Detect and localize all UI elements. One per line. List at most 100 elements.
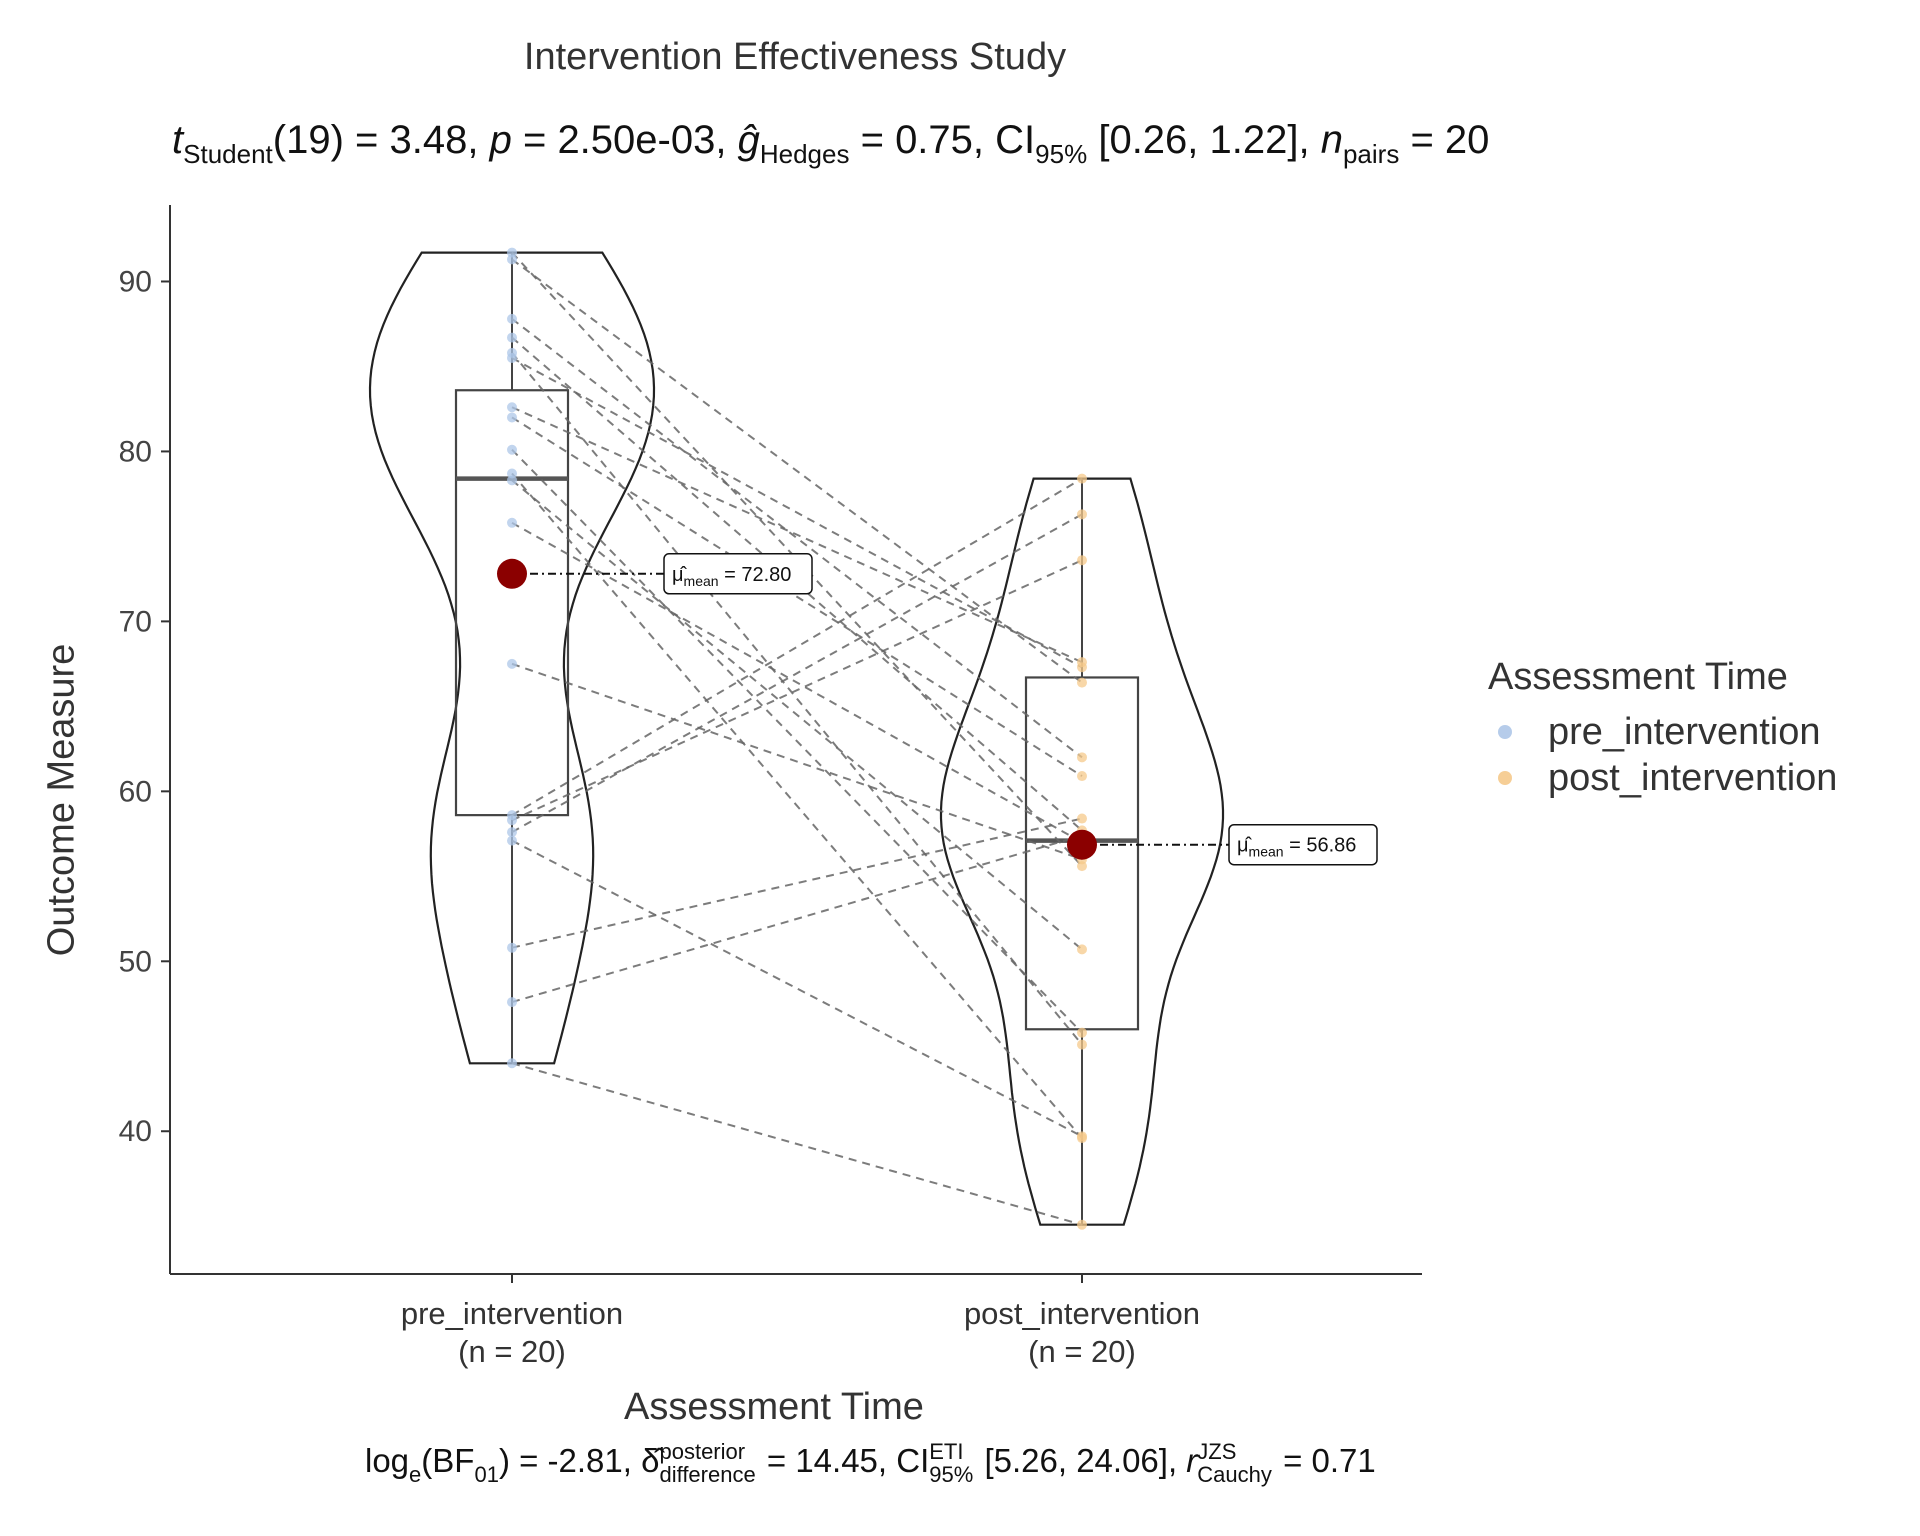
pair-line [511,817,1083,949]
y-tick-label-40: 40 [119,1115,152,1148]
subtitle-n-symbol: n [1320,118,1343,162]
y-tick-label-60: 60 [119,775,152,808]
data-point-pre_intervention [507,468,517,479]
subtitle-effect: 0.75 [895,118,973,162]
legend-label-pre: pre_intervention [1548,710,1821,753]
subtitle-ci: [0.26, 1.22] [1098,118,1299,162]
data-point-post_intervention [1077,813,1087,824]
data-point-pre_intervention [507,352,517,363]
legend-item-pre: pre_intervention [1488,709,1837,755]
caption-delta-value: = 14.45, [766,1441,888,1479]
legend-item-post: post_intervention [1488,755,1837,801]
pair-line [511,479,1083,951]
subtitle-ci-sub: 95% [1035,139,1088,169]
subtitle-df: (19) [272,118,344,162]
x-tick-label-post_intervention: post_intervention [964,1296,1200,1331]
caption-r-symbol: r [1186,1441,1198,1479]
legend-title: Assessment Time [1488,656,1788,698]
legend: Assessment Time pre_intervention post_in… [1488,656,1837,801]
caption-ci-label: CI [896,1441,930,1479]
caption-r-value: = 0.71 [1283,1441,1376,1479]
data-point-pre_intervention [507,402,517,413]
pair-line [511,357,1083,669]
subtitle-p-symbol: p [489,118,512,162]
subtitle-n: 20 [1444,118,1490,162]
caption-delta-sub: difference [659,1462,756,1488]
pair-line [511,662,1083,861]
y-tick-label-80: 80 [119,435,152,468]
data-point-pre_intervention [507,517,517,528]
mean-label-pre_intervention: μ̂mean = 72.80 [672,564,791,589]
data-point-post_intervention [1077,677,1087,688]
pair-line [511,472,1083,1139]
data-point-pre_intervention [507,835,517,846]
chart-subtitle: tStudent(19) = 3.48, p = 2.50e-03, ĝHedg… [172,118,1490,169]
mean-point-pre_intervention [497,558,527,589]
data-point-post_intervention [1077,944,1087,955]
data-point-pre_intervention [507,412,517,423]
pair-line [511,406,1083,664]
mean-label-box [663,553,813,595]
data-point-pre_intervention [507,444,517,455]
pair-line [511,258,1083,684]
data-point-post_intervention [1077,1133,1087,1144]
data-point-post_intervention [1077,1039,1087,1050]
pair-line [511,449,1083,1034]
caption-bf-label: log [365,1441,410,1479]
violin-post_intervention [939,477,1225,1226]
pair-line [511,513,1083,833]
caption-r-sup: JZS [1197,1439,1237,1464]
pair-line [511,559,1083,822]
chart-title: Intervention Effectiveness Study [523,36,1067,78]
caption-delta-symbol: δ̂ [641,1441,660,1479]
data-point-post_intervention [1077,509,1087,520]
pair-line [511,834,1083,1004]
subtitle-p: 2.50e-03 [557,118,716,162]
y-tick-label-90: 90 [119,265,152,298]
subtitle-stat: 3.48 [389,118,468,162]
data-point-post_intervention [1077,662,1087,673]
caption-r-sub: Cauchy [1197,1462,1272,1488]
subtitle-stat-symbol: t [172,118,184,162]
x-tick-count-pre_intervention: (n = 20) [458,1334,566,1369]
caption-ci-sub: 95% [929,1462,974,1488]
legend-label-post: post_intervention [1548,756,1838,799]
caption-ci-sup: ETI [929,1439,964,1464]
subtitle-effect-symbol: ĝ [737,118,760,162]
data-point-pre_intervention [507,1058,517,1069]
data-point-pre_intervention [507,815,517,826]
subtitle-n-sub: pairs [1342,139,1400,169]
mean-label-post_intervention: μ̂mean = 56.86 [1237,835,1356,860]
y-tick-label-70: 70 [119,605,152,638]
x-tick-label-pre_intervention: pre_intervention [401,1296,623,1331]
y-axis-label: Outcome Measure [40,643,83,957]
subtitle-stat-sub: Student [183,139,273,169]
data-point-pre_intervention [507,254,517,265]
data-point-pre_intervention [507,997,517,1008]
pair-line [511,477,1083,816]
legend-key-post [1498,771,1512,785]
data-point-pre_intervention [507,827,517,838]
pair-line [511,318,1083,759]
caption-bf-term-sub: 01 [474,1461,499,1487]
caption-ci-value: [5.26, 24.06], [984,1441,1178,1479]
data-point-pre_intervention [507,313,517,324]
pair-line [511,1062,1083,1226]
data-point-post_intervention [1077,1219,1087,1230]
chart-caption: loge(BF01) = -2.81, δ̂ posterior differenc… [365,1440,1376,1488]
pair-line [511,839,1083,1138]
caption-bf-term: (BF [421,1441,475,1479]
subtitle-effect-sub: Hedges [759,139,850,169]
data-point-post_intervention [1077,1027,1087,1038]
data-point-post_intervention [1077,555,1087,566]
mean-point-post_intervention [1067,829,1097,860]
y-tick-label-50: 50 [119,945,152,978]
legend-key-pre [1498,725,1512,739]
data-point-post_intervention [1077,771,1087,782]
data-point-post_intervention [1077,473,1087,484]
pair-line [511,416,1083,777]
caption-bf-value: ) = -2.81, [498,1441,632,1479]
data-point-pre_intervention [507,942,517,953]
data-point-pre_intervention [507,658,517,669]
